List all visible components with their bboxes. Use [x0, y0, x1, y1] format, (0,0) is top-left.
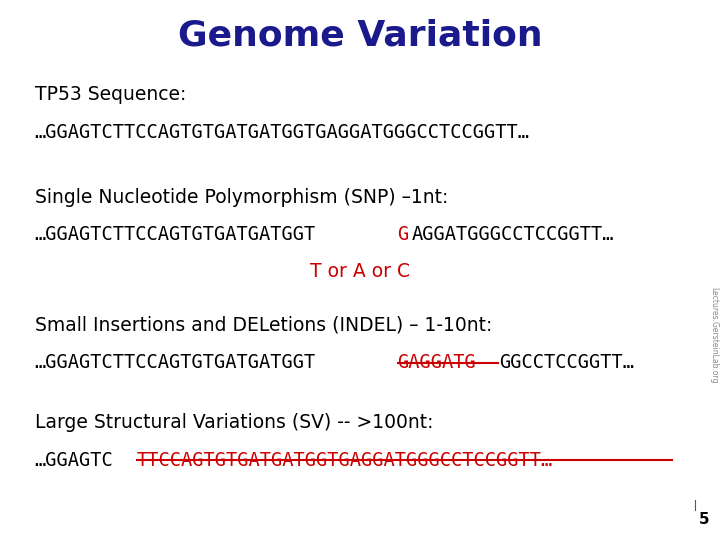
- Text: G: G: [397, 225, 409, 245]
- Text: …GGAGTCTTCCAGTGTGATGATGGT: …GGAGTCTTCCAGTGTGATGATGGT: [35, 353, 316, 373]
- Text: Large Structural Variations (SV) -- >100nt:: Large Structural Variations (SV) -- >100…: [35, 413, 433, 432]
- Text: GAGGATG: GAGGATG: [397, 353, 476, 373]
- Text: …GGAGTCTTCCAGTGTGATGATGGT: …GGAGTCTTCCAGTGTGATGATGGT: [35, 225, 316, 245]
- Text: 5: 5: [699, 511, 709, 526]
- Text: …GGAGTC: …GGAGTC: [35, 450, 113, 470]
- Text: Small Insertions and DELetions (INDEL) – 1-10nt:: Small Insertions and DELetions (INDEL) –…: [35, 315, 492, 335]
- Text: Genome Variation: Genome Variation: [178, 18, 542, 52]
- Text: Lectures.GersteinLab.org: Lectures.GersteinLab.org: [710, 287, 719, 383]
- Text: T or A or C: T or A or C: [310, 261, 410, 281]
- Text: Single Nucleotide Polymorphism (SNP) –1nt:: Single Nucleotide Polymorphism (SNP) –1n…: [35, 187, 448, 207]
- Text: GGCCTCCGGTT…: GGCCTCCGGTT…: [499, 353, 634, 373]
- Text: AGGATGGGCCTCCGGTT…: AGGATGGGCCTCCGGTT…: [412, 225, 614, 245]
- Text: TP53 Sequence:: TP53 Sequence:: [35, 85, 186, 104]
- Text: TTCCAGTGTGATGATGGTGAGGATGGGCCTCCGGTT…: TTCCAGTGTGATGATGGTGAGGATGGGCCTCCGGTT…: [136, 450, 552, 470]
- Text: …GGAGTCTTCCAGTGTGATGATGGTGAGGATGGGCCTCCGGTT…: …GGAGTCTTCCAGTGTGATGATGGTGAGGATGGGCCTCCG…: [35, 123, 529, 142]
